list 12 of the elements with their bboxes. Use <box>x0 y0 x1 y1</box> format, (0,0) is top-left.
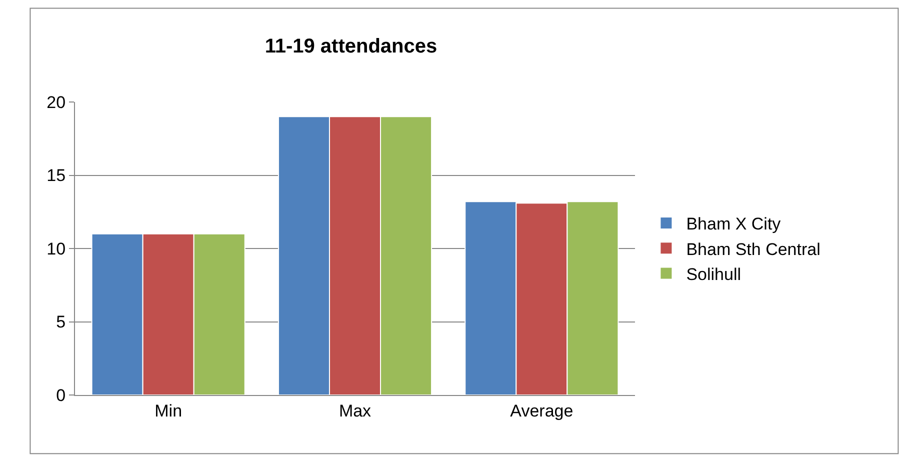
legend-label: Solihull <box>686 264 742 284</box>
legend-label: Bham Sth Central <box>686 240 820 259</box>
chart-title: 11-19 attendances <box>264 36 438 58</box>
y-tick-label: 0 <box>56 386 66 405</box>
y-tick-label: 20 <box>46 92 66 112</box>
legend-label: Bham X City <box>686 214 782 234</box>
x-tick-label: Max <box>338 401 372 420</box>
x-tick-label: Average <box>510 401 574 420</box>
y-tick-label: 15 <box>46 166 66 186</box>
y-tick-label: 10 <box>46 239 66 258</box>
x-tick-label: Min <box>154 401 182 420</box>
y-tick-label: 5 <box>56 312 66 332</box>
